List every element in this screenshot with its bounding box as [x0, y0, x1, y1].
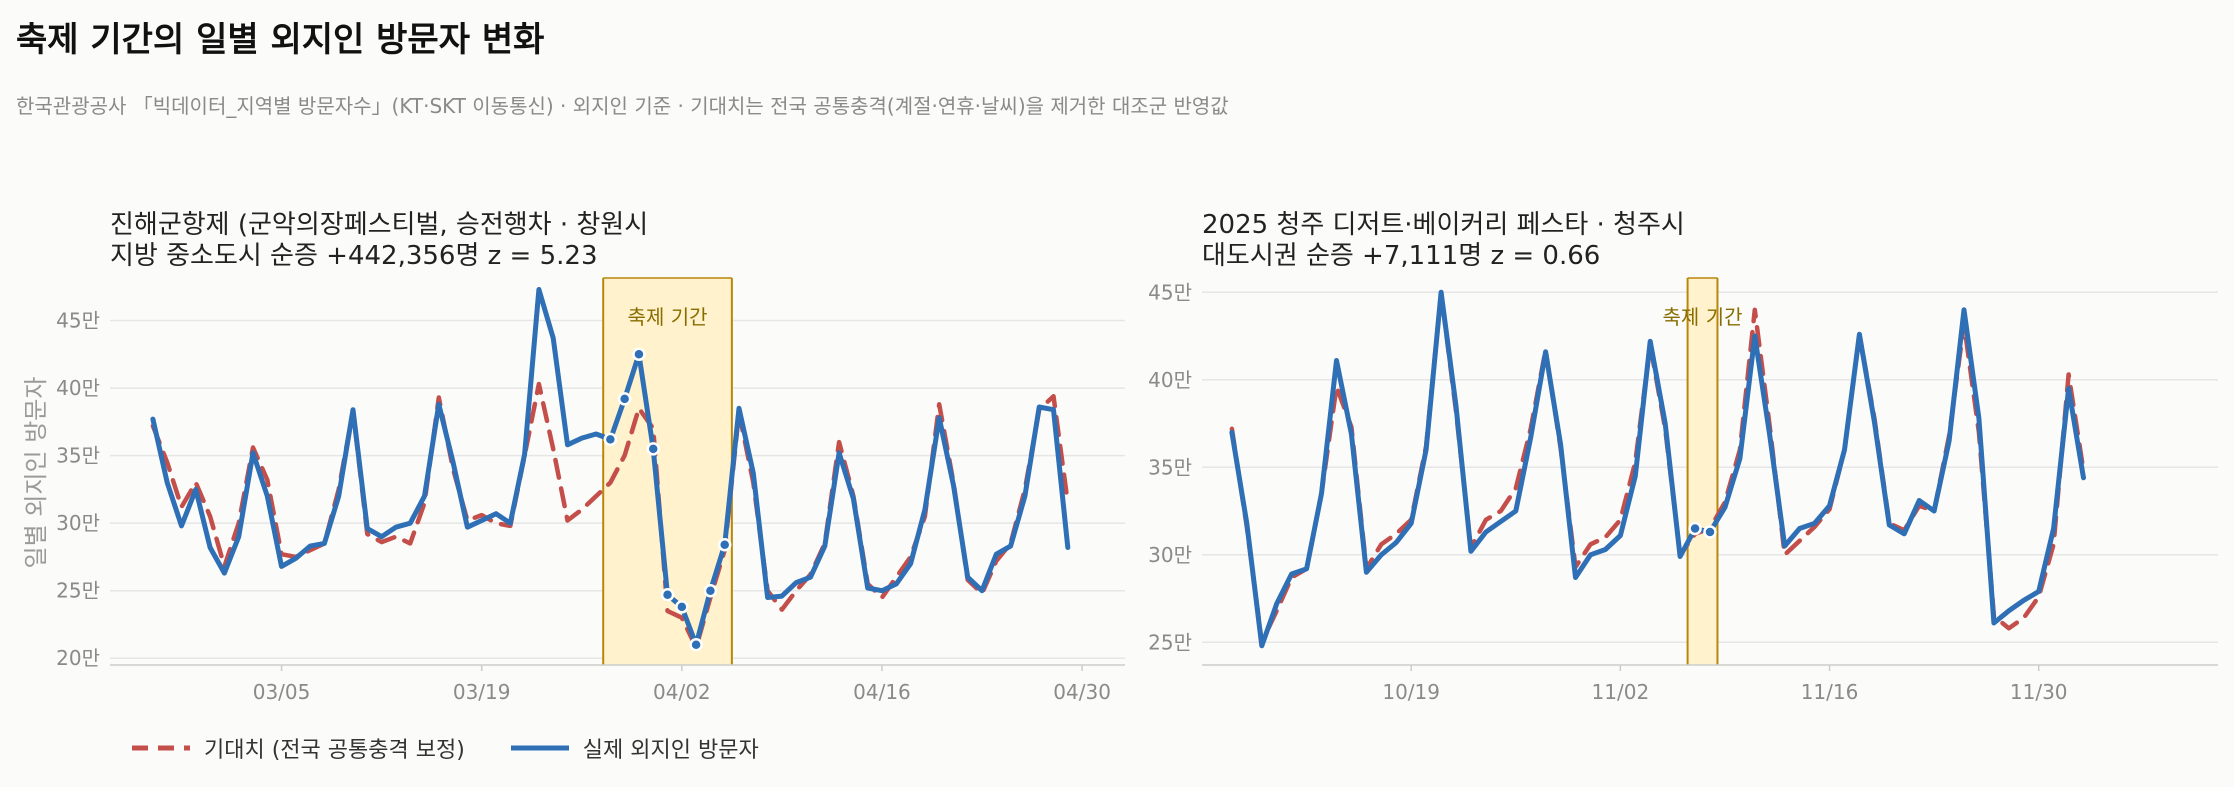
legend-label-expected: 기대치 (전국 공통충격 보정)	[204, 738, 465, 763]
festival-point	[632, 347, 646, 362]
series-line-actual	[1229, 289, 2086, 649]
y-tick-label: 25만	[1148, 630, 1192, 654]
festival-point	[703, 583, 718, 598]
y-tick-label: 30만	[56, 511, 100, 535]
x-tick-label: 10/19	[1382, 680, 1440, 704]
legend-label-actual: 실제 외지인 방문자	[582, 738, 759, 763]
panel-title-line2: 지방 중소도시 순증 +442,356명 z = 5.23	[110, 241, 598, 271]
page-subtitle: 한국관광공사 「빅데이터_지역별 방문자수」(KT·SKT 이동통신) · 외지…	[16, 94, 1229, 118]
x-tick-label: 03/05	[253, 680, 311, 704]
x-tick-label: 11/02	[1592, 680, 1650, 704]
festival-point	[646, 442, 660, 456]
y-tick-label: 45만	[1148, 280, 1192, 304]
x-tick-label: 04/02	[653, 680, 711, 704]
legend-swatch-dashed	[132, 745, 190, 751]
panel-title-line2: 대도시권 순증 +7,111명 z = 0.66	[1202, 241, 1600, 271]
festival-band	[603, 278, 732, 665]
x-tick-label: 11/16	[1801, 680, 1859, 704]
page-title: 축제 기간의 일별 외지인 방문자 변화	[16, 20, 545, 60]
legend-swatch-solid	[510, 745, 569, 751]
festival-point	[675, 600, 689, 614]
panel-title-line1: 2025 청주 디저트·베이커리 페스타 · 청주시	[1202, 210, 1685, 240]
y-tick-label: 40만	[1148, 368, 1192, 392]
festival-point	[660, 588, 675, 602]
festival-point	[1703, 525, 1717, 539]
y-tick-label: 30만	[1148, 543, 1192, 567]
festival-point	[689, 637, 703, 652]
legend: 기대치 (전국 공통충격 보정) 실제 외지인 방문자	[130, 732, 803, 764]
festival-label: 축제 기간	[628, 305, 708, 329]
y-tick-label: 35만	[56, 444, 100, 468]
legend-item-actual: 실제 외지인 방문자	[509, 732, 759, 764]
y-tick-label: 35만	[1148, 455, 1192, 479]
y-tick-label: 20만	[56, 646, 100, 670]
festival-point	[617, 392, 632, 406]
y-tick-label: 25만	[56, 579, 100, 603]
y-axis-label: 일별 외지인 방문자	[22, 377, 50, 569]
festival-label: 축제 기간	[1663, 305, 1743, 329]
festival-point	[603, 432, 618, 447]
x-tick-label: 04/30	[1053, 680, 1111, 704]
festival-point	[717, 538, 732, 552]
legend-item-expected: 기대치 (전국 공통충격 보정)	[130, 732, 465, 764]
festival-point	[1688, 521, 1702, 536]
festival-band	[1687, 278, 1718, 665]
y-tick-label: 40만	[56, 376, 100, 400]
x-tick-label: 04/16	[853, 680, 911, 704]
y-tick-label: 45만	[56, 309, 100, 333]
panel-title-line1: 진해군항제 (군악의장페스티벌, 승전행차 · 창원시	[110, 210, 648, 240]
x-tick-label: 03/19	[453, 680, 511, 704]
x-tick-label: 11/30	[2010, 680, 2068, 704]
